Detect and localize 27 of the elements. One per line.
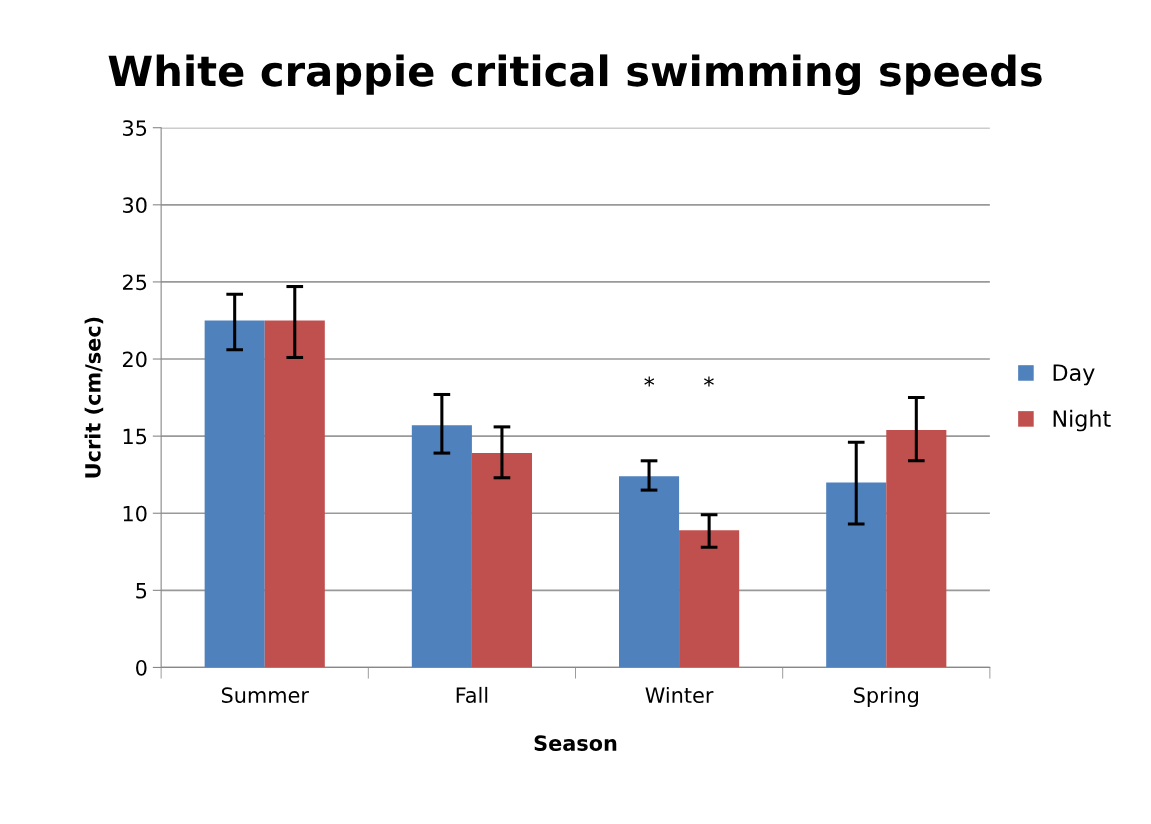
y-tick-label: 35 — [123, 120, 147, 136]
annotation: * — [704, 376, 714, 387]
bar — [471, 453, 532, 668]
bar — [264, 320, 325, 668]
x-axis-title: Season — [534, 735, 617, 751]
y-tick-label: 10 — [123, 505, 147, 522]
x-tick-label: Summer — [221, 687, 309, 704]
x-tick-label: Spring — [854, 686, 918, 708]
bar — [204, 320, 265, 668]
bar — [619, 476, 680, 668]
y-tick-label: 5 — [136, 583, 147, 599]
y-tick-label: 25 — [122, 274, 147, 291]
bar — [679, 530, 740, 668]
chart-title: White crappie critical swimming speeds — [108, 54, 1042, 96]
y-tick-label: 0 — [136, 659, 147, 676]
bar — [886, 429, 947, 668]
x-tick-label: Winter — [645, 686, 714, 704]
bar — [826, 482, 887, 668]
x-tick-label: Fall — [456, 686, 488, 704]
y-tick-label: 30 — [123, 197, 147, 214]
y-tick-label: 15 — [123, 428, 147, 445]
annotation: * — [644, 376, 655, 387]
bar — [411, 425, 472, 668]
y-axis-title: Ucrit (cm/sec) — [84, 317, 104, 478]
y-tick-label: 20 — [122, 351, 147, 368]
legend-label: Day — [1053, 364, 1095, 386]
legend-label: Night — [1053, 409, 1111, 432]
